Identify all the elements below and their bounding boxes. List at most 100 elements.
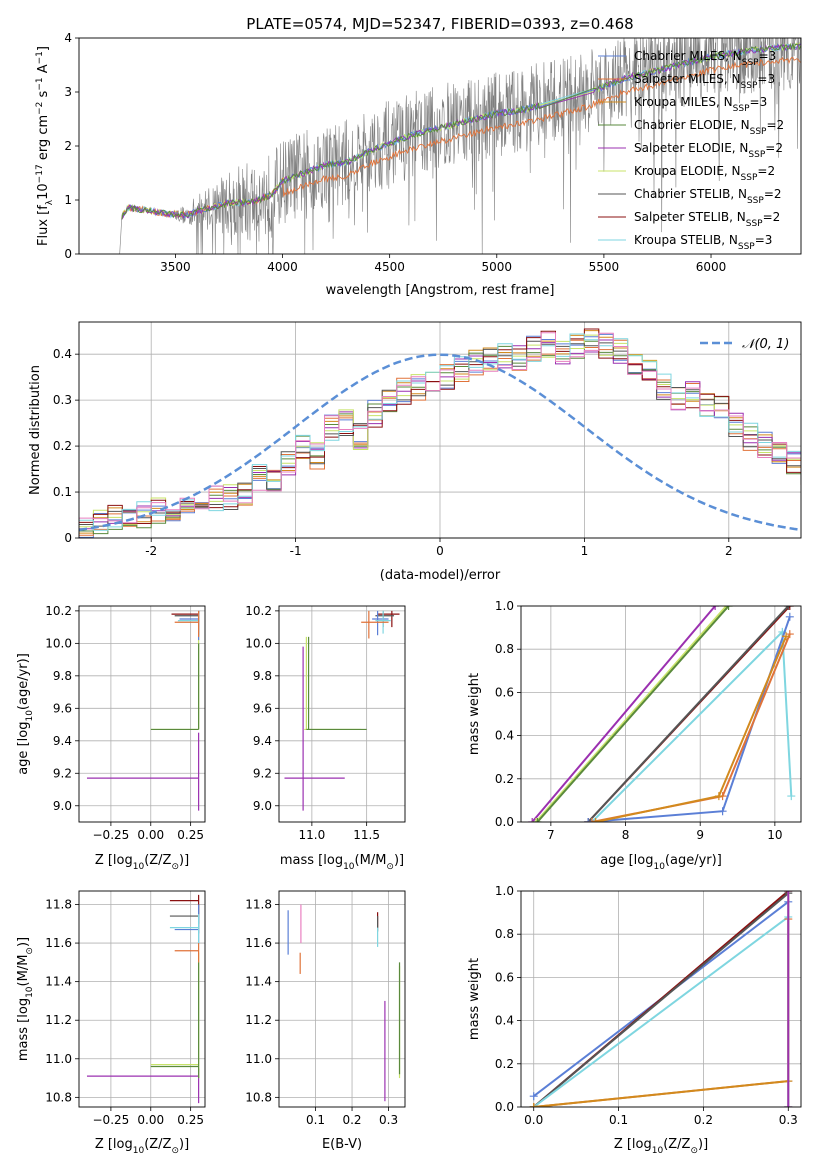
observed-spectrum (119, 38, 801, 254)
y-tick-label: 11.6 (45, 936, 72, 950)
y-tick-label: 11.4 (45, 975, 72, 989)
y-tick-label: 11.0 (45, 1052, 72, 1066)
y-tick-label: 2 (64, 139, 72, 153)
y-tick-label: 9.2 (53, 766, 72, 780)
y-tick-label: 10.0 (245, 636, 272, 650)
mass-ebv-axes-marks (287, 904, 401, 1102)
y-tick-label: 9.8 (53, 669, 72, 683)
weight-marker-salpeter_stelib (785, 606, 794, 610)
weight-marker-chabrier_stelib (784, 606, 793, 610)
x-axis-label: wavelength [Angstrom, rest frame] (326, 283, 555, 298)
y-tick-label: 10.8 (45, 1090, 72, 1104)
x-tick-label: 0.00 (137, 828, 164, 842)
model-spectrum-chabrier_elodie (121, 42, 801, 220)
y-tick-label: 11.0 (245, 1052, 272, 1066)
weight-marker-chabrier_miles (785, 612, 794, 621)
axes-frame (278, 605, 406, 823)
y-tick-label: 9.0 (253, 799, 272, 813)
weight-marker-chabrier_elodie (533, 818, 542, 822)
x-tick-label: 0.1 (306, 1113, 325, 1127)
label-part: SSP (748, 150, 765, 160)
legend-entry-chabrier_stelib: Chabrier STELIB, NSSP=2 (634, 187, 782, 206)
x-tick-label: 11.0 (299, 828, 326, 842)
mass-ebv-axes: 0.1 0.2 0.3 10.8 11.0 11.2 11.4 11.6 11.8 E(B-V) (245, 890, 406, 1152)
x-axis-label: Z [log10(Z/Z⊙)] (614, 1137, 708, 1156)
y-tick-label: 9.0 (53, 799, 72, 813)
label-part: Z [log (614, 1137, 652, 1152)
x-tick-label: 4000 (267, 260, 298, 274)
label-part: Flux [f (36, 205, 51, 246)
age-mass-axes-marks (284, 610, 400, 811)
model-spectrum-salpeter_elodie (121, 42, 801, 220)
legend-entry-chabrier_miles: Chabrier MILES, NSSP=3 (634, 49, 776, 68)
label-part: −1 (35, 77, 45, 90)
x-axis-label: Z [log10(Z/Z⊙)] (95, 1137, 189, 1156)
label-part: SSP (738, 242, 755, 252)
residuals-axes-marks (79, 328, 801, 538)
spectrum-axes-frame: 3500 4000 4500 5000 5500 6000 0 1 2 3 4 wavelength … (35, 31, 802, 298)
y-tick-label: 0.2 (53, 439, 72, 453)
hist-chabrier_stelib (79, 340, 801, 538)
label-part: erg cm (36, 115, 51, 164)
x-tick-label: −0.25 (93, 828, 130, 842)
y-tick-label: 9.4 (53, 734, 72, 748)
label-part: (Z/Z (144, 853, 171, 868)
figure-title: PLATE=0574, MJD=52347, FIBERID=0393, z=0… (246, 15, 633, 33)
x-tick-label: 0.2 (342, 1113, 361, 1127)
x-tick-label: 9 (696, 828, 704, 842)
normal-curve (79, 353, 801, 532)
hist-ghost (79, 332, 801, 538)
label-part: age [log (600, 853, 653, 868)
y-tick-label: 0.4 (495, 1014, 514, 1028)
weight-marker-chabrier_miles (718, 807, 727, 816)
label-part: SSP (741, 173, 758, 183)
mass-z-axes: −0.25 0.00 0.25 10.8 11.0 11.2 11.4 11.6 11.8 Z [… (16, 890, 206, 1156)
weight-marker-kroupa_miles (782, 632, 791, 641)
label-part: =3 (755, 233, 773, 247)
age-z-axes-marks (86, 610, 200, 811)
y-tick-label: 11.8 (45, 898, 72, 912)
x-tick-label: -1 (290, 544, 302, 558)
label-part: mass [log (280, 853, 343, 868)
label-part: (age/yr)] (665, 853, 722, 868)
weight-marker-salpeter_elodie (711, 606, 720, 610)
y-tick-label: 3 (64, 85, 72, 99)
y-axis-label: Normed distribution (28, 365, 43, 495)
axes-frame (78, 605, 206, 823)
legend-entry-salpeter_stelib: Salpeter STELIB, NSSP=2 (634, 210, 780, 229)
y-tick-label: 11.2 (245, 1013, 272, 1027)
label-part: Kroupa ELODIE, N (634, 164, 741, 178)
y-tick-label: 0.6 (495, 685, 514, 699)
x-tick-label: 0.25 (177, 1113, 204, 1127)
x-tick-label: 11.5 (353, 828, 380, 842)
label-part: SSP (733, 104, 750, 114)
weight-z-axes: 0.0 0.1 0.2 0.3 0.0 0.2 0.4 0.6 0.8 1.0 Z [log10(Z… (467, 884, 802, 1156)
label-part: =3 (757, 72, 775, 86)
label-part: =2 (757, 164, 775, 178)
label-part: =3 (759, 49, 777, 63)
legend-entry-kroupa_elodie: Kroupa ELODIE, NSSP=2 (634, 164, 775, 183)
label-part: Salpeter STELIB, N (634, 210, 746, 224)
label-part: (M/M (355, 853, 387, 868)
label-part: (Z/Z (663, 1137, 690, 1152)
weight-marker-kroupa_miles (714, 792, 723, 801)
y-tick-label: 9.8 (253, 669, 272, 683)
label-part: 10 (133, 1146, 145, 1156)
label-part: )] (179, 853, 189, 868)
weight-marker-kroupa_elodie (531, 818, 540, 822)
weight-marker-chabrier_miles (529, 1092, 538, 1101)
label-part: )] (394, 853, 404, 868)
label-part: A (36, 64, 51, 77)
age-z-axes-frame: −0.25 0.00 0.25 9.0 9.2 9.4 9.6 9.8 10.0 10.2 Z [l… (16, 604, 206, 872)
label-part: SSP (746, 219, 763, 229)
y-tick-label: 1.0 (495, 884, 514, 898)
x-tick-label: 5000 (482, 260, 513, 274)
x-tick-label: 10 (767, 828, 782, 842)
label-part: Z [log (95, 853, 133, 868)
label-part: Salpeter MILES, N (634, 72, 741, 86)
x-axis-label: age [log10(age/yr)] (600, 853, 722, 872)
y-tick-label: 9.6 (53, 701, 72, 715)
plots-layer: 3500 4000 4500 5000 5500 6000 0 1 2 3 4 wavelength … (16, 31, 802, 1156)
x-tick-label: 3500 (160, 260, 191, 274)
y-tick-label: 10.2 (245, 604, 272, 618)
